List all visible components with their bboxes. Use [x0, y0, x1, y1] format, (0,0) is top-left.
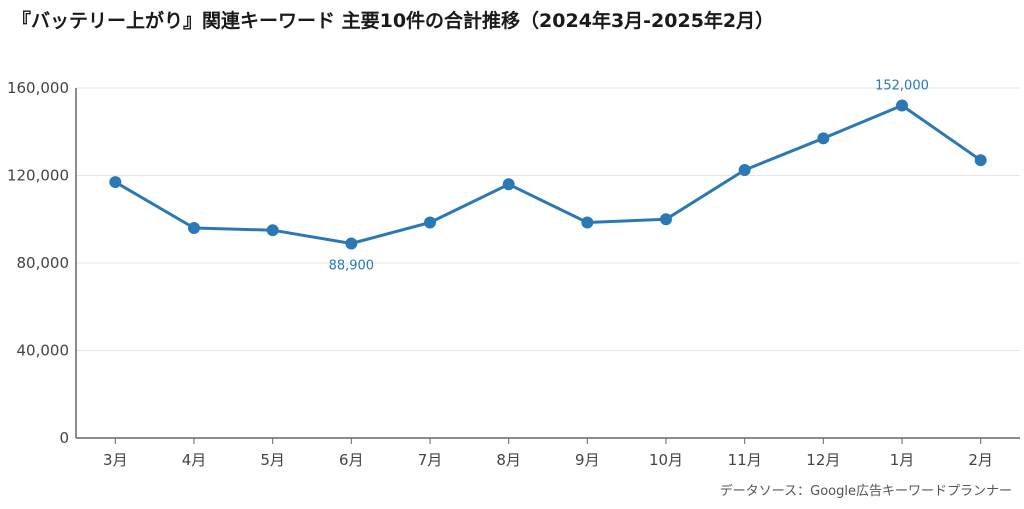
- x-tick-label: 2月: [968, 451, 993, 469]
- data-point: [266, 224, 279, 237]
- x-tick-label: 6月: [339, 451, 364, 469]
- data-point: [424, 216, 436, 229]
- data-point: [345, 237, 358, 250]
- y-axis-ticks: 0 40,000 80,000 120,000 160,000: [7, 79, 69, 447]
- data-label: 88,900: [329, 259, 375, 274]
- grid-lines: [76, 87, 1020, 351]
- chart-title: 『バッテリー上がり』関連キーワード 主要10件の合計推移（2024年3月-202…: [12, 10, 775, 32]
- data-point: [896, 99, 908, 112]
- y-tick-label: 80,000: [17, 254, 70, 272]
- x-tick-label: 5月: [260, 451, 285, 469]
- data-point: [738, 164, 751, 177]
- data-point: [817, 132, 830, 145]
- data-point: [188, 222, 200, 234]
- x-tick-label: 7月: [418, 451, 443, 469]
- data-points: [109, 99, 987, 250]
- y-tick-label: 40,000: [17, 342, 70, 360]
- source-note: データソース：Google広告キーワードプランナー: [719, 484, 1012, 499]
- x-tick-label: 10月: [649, 451, 683, 469]
- x-tick-label: 9月: [575, 451, 600, 469]
- data-label: 152,000: [875, 79, 929, 94]
- data-point: [974, 154, 987, 167]
- data-point: [109, 176, 122, 189]
- data-point: [660, 213, 672, 226]
- x-tick-label: 8月: [496, 451, 521, 469]
- x-axis-ticks: 3月 4月 5月 6月 7月 8月 9月 10月 11月 12月 1月 2月: [103, 438, 993, 469]
- axes: [75, 88, 1020, 439]
- x-tick-label: 3月: [103, 451, 128, 469]
- data-point: [581, 216, 594, 229]
- x-tick-label: 1月: [890, 451, 915, 469]
- x-tick-label: 11月: [728, 451, 762, 469]
- x-tick-label: 4月: [182, 451, 207, 469]
- series-line: [114, 104, 982, 245]
- series-path: [114, 104, 982, 245]
- data-labels: 88,900 152,000: [329, 79, 929, 274]
- y-tick-label: 160,000: [7, 79, 69, 97]
- y-tick-label: 120,000: [7, 167, 69, 185]
- x-tick-label: 12月: [806, 451, 840, 469]
- y-tick-label: 0: [59, 429, 69, 447]
- data-point: [502, 178, 515, 191]
